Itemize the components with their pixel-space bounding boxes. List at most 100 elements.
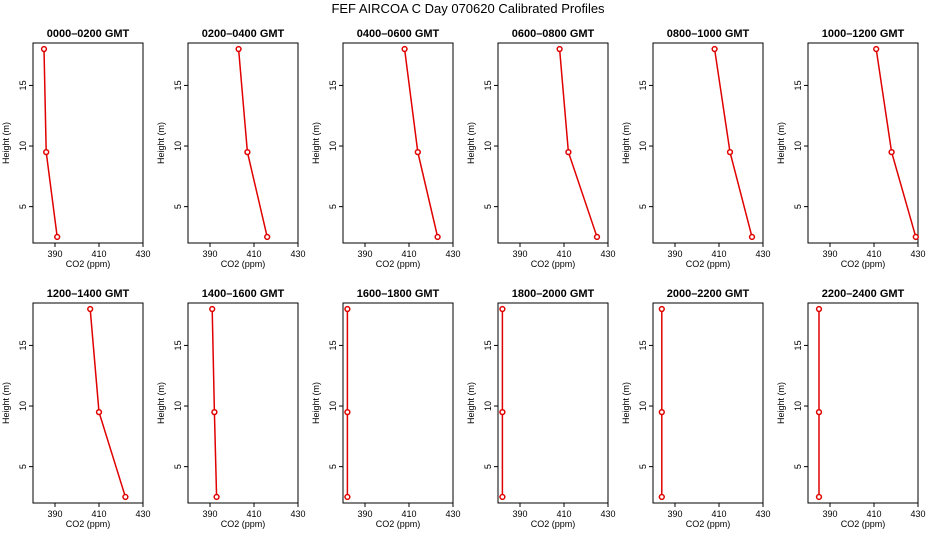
x-tick-label: 430 (755, 509, 770, 519)
x-tick-label: 390 (202, 249, 217, 259)
x-tick-label: 430 (290, 509, 305, 519)
data-point (593, 233, 601, 241)
chart-panel: 1000–1200 GMT 390 410 430 5 10 15 CO2 (ppm) Heig… (776, 28, 926, 269)
y-tick-label: 15 (18, 340, 28, 350)
plot-frame (32, 302, 144, 504)
plot-frame (497, 302, 609, 504)
y-axis-label: Height (m) (776, 382, 786, 424)
x-tick-label: 430 (910, 249, 925, 259)
panel-title: 0800–1000 GMT (667, 28, 750, 40)
data-point (658, 493, 665, 501)
y-tick-label: 10 (638, 141, 648, 151)
y-tick-label: 15 (18, 80, 28, 90)
y-tick-label: 5 (173, 464, 183, 469)
x-tick-label: 430 (600, 509, 615, 519)
y-tick-label: 15 (483, 80, 493, 90)
y-tick-label: 15 (793, 340, 803, 350)
x-tick-label: 390 (47, 509, 62, 519)
y-tick-label: 10 (793, 401, 803, 411)
x-axis-label: CO2 (ppm) (531, 519, 576, 529)
data-point (556, 45, 563, 53)
y-tick-label: 5 (18, 204, 28, 209)
y-tick-label: 10 (483, 141, 493, 151)
x-tick-label: 410 (866, 509, 881, 519)
data-point (211, 408, 218, 416)
plot-frame (807, 302, 919, 504)
x-tick-label: 390 (357, 509, 372, 519)
data-point (499, 493, 506, 501)
data-point (888, 148, 895, 156)
y-axis-label: Height (m) (156, 382, 166, 424)
plot-frame (652, 42, 764, 244)
data-point (213, 493, 220, 501)
y-tick-label: 10 (793, 141, 803, 151)
x-axis-label: CO2 (ppm) (841, 259, 886, 269)
y-tick-label: 15 (328, 340, 338, 350)
profile-line (237, 48, 268, 238)
plot-frame (497, 42, 609, 244)
data-point (711, 45, 718, 53)
x-axis-label: CO2 (ppm) (221, 519, 266, 529)
profile-line (211, 309, 218, 497)
x-axis-label: CO2 (ppm) (221, 259, 266, 269)
data-point (40, 45, 48, 53)
data-point (95, 408, 103, 416)
y-tick-label: 15 (173, 340, 183, 350)
chart-panel: 1400–1600 GMT 390 410 430 5 10 15 CO2 (ppm) Heig… (156, 288, 306, 529)
y-tick-label: 5 (328, 464, 338, 469)
data-point (815, 305, 823, 313)
y-tick-label: 15 (793, 80, 803, 90)
y-axis-label: Height (m) (311, 382, 321, 424)
panel-title: 0000–0200 GMT (47, 28, 130, 40)
x-tick-label: 410 (246, 249, 261, 259)
y-axis-label: Height (m) (776, 122, 786, 164)
plot-frame (187, 42, 299, 244)
data-point (726, 148, 734, 156)
profile-line (875, 48, 917, 238)
chart-panel: 0600–0800 GMT 390 410 430 5 10 15 CO2 (ppm) Heig… (466, 28, 616, 269)
data-point (235, 45, 242, 53)
y-tick-label: 5 (483, 464, 493, 469)
data-point (499, 305, 506, 313)
x-tick-label: 410 (556, 509, 571, 519)
y-tick-label: 15 (483, 340, 493, 350)
panel-title: 0600–0800 GMT (512, 28, 595, 40)
y-axis-label: Height (m) (621, 382, 631, 424)
y-tick-label: 10 (328, 141, 338, 151)
figure-title: FEF AIRCOA C Day 070620 Calibrated Profi… (331, 1, 605, 16)
y-tick-label: 10 (638, 401, 648, 411)
y-tick-label: 10 (173, 141, 183, 151)
y-axis-label: Height (m) (1, 122, 11, 164)
x-tick-label: 430 (755, 249, 770, 259)
panel-title: 1000–1200 GMT (822, 28, 905, 40)
y-axis-label: Height (m) (311, 122, 321, 164)
x-tick-label: 430 (445, 249, 460, 259)
y-tick-label: 15 (173, 80, 183, 90)
y-tick-label: 5 (18, 464, 28, 469)
x-tick-label: 390 (47, 249, 62, 259)
panel-title: 1800–2000 GMT (512, 288, 595, 300)
y-tick-label: 5 (638, 464, 648, 469)
panel-title: 1200–1400 GMT (47, 288, 130, 300)
data-point (748, 233, 756, 241)
x-axis-label: CO2 (ppm) (841, 519, 886, 529)
plot-frame (187, 302, 299, 504)
x-axis-label: CO2 (ppm) (376, 259, 421, 269)
data-point (815, 493, 823, 501)
data-point (264, 233, 271, 241)
x-tick-label: 430 (135, 509, 150, 519)
x-tick-label: 410 (401, 249, 416, 259)
x-axis-label: CO2 (ppm) (531, 259, 576, 269)
plot-frame (807, 42, 919, 244)
x-tick-label: 390 (512, 249, 527, 259)
profile-line (43, 49, 58, 238)
y-tick-label: 10 (18, 141, 28, 151)
data-point (414, 148, 421, 156)
plot-frame (652, 302, 764, 504)
panels: 0000–0200 GMT 390 410 430 5 10 15 CO2 (ppm) Heig… (1, 28, 926, 529)
x-tick-label: 390 (822, 509, 837, 519)
panel-title: 2000–2200 GMT (667, 288, 750, 300)
data-point (344, 408, 351, 416)
y-tick-label: 5 (638, 204, 648, 209)
